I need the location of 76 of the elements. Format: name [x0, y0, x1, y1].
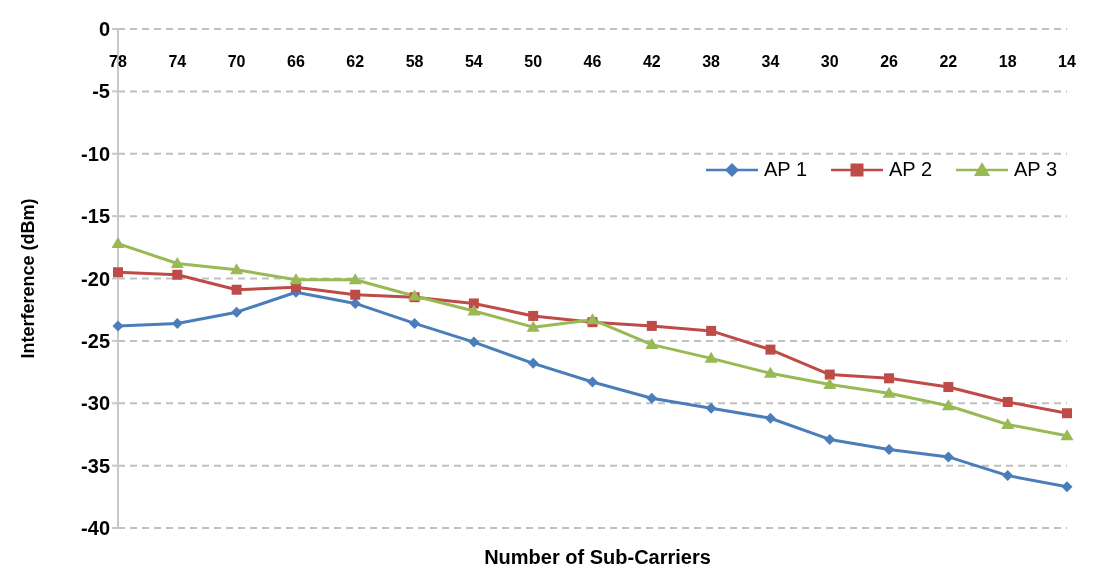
- point: [409, 317, 421, 329]
- point: [705, 402, 717, 414]
- y-tick-label: -35: [81, 454, 110, 477]
- point: [941, 399, 955, 411]
- point: [1060, 429, 1074, 441]
- x-tick-label: 46: [583, 53, 602, 70]
- point: [824, 433, 836, 445]
- point: [289, 273, 303, 285]
- x-tick-label: 26: [880, 53, 899, 70]
- x-tick-label: 54: [464, 53, 483, 70]
- y-tick-label: -25: [81, 329, 110, 352]
- point: [468, 336, 480, 348]
- y-axis-title: Interference (dBm): [18, 198, 39, 359]
- point: [587, 376, 598, 388]
- x-tick-label: 78: [109, 53, 127, 70]
- point: [764, 412, 776, 424]
- x-tick-label: 66: [287, 53, 305, 70]
- point: [704, 351, 718, 363]
- y-tick-label: -15: [81, 205, 110, 228]
- point: [113, 267, 123, 278]
- legend-label: AP 2: [889, 158, 932, 181]
- point: [231, 284, 242, 295]
- x-tick-label: 70: [227, 53, 246, 70]
- point: [230, 263, 244, 275]
- point: [112, 320, 124, 332]
- point: [646, 392, 658, 404]
- point: [824, 369, 835, 380]
- x-tick-label: 22: [939, 53, 958, 70]
- x-tick-label: 74: [168, 53, 187, 70]
- point: [348, 273, 362, 285]
- x-tick-label: 62: [346, 53, 365, 70]
- y-tick-label: -10: [81, 142, 110, 165]
- point: [528, 310, 539, 321]
- y-tick-label: -30: [81, 392, 110, 415]
- x-tick-label: 42: [642, 53, 661, 70]
- point: [884, 373, 895, 384]
- point: [882, 386, 896, 398]
- point: [646, 320, 657, 331]
- x-tick-label: 34: [761, 53, 780, 70]
- point: [883, 443, 895, 455]
- point: [527, 357, 539, 369]
- point: [171, 317, 183, 329]
- point: [231, 306, 243, 318]
- x-axis-title: Number of Sub-Carriers: [483, 546, 712, 569]
- point: [586, 313, 599, 325]
- x-tick-label: 14: [1058, 53, 1076, 70]
- point: [350, 289, 361, 300]
- point: [170, 257, 184, 269]
- legend-label: AP 3: [1014, 158, 1057, 181]
- y-tick-label: -5: [92, 80, 110, 103]
- point: [467, 304, 481, 316]
- point: [111, 237, 125, 249]
- point: [765, 344, 776, 355]
- point: [706, 325, 717, 336]
- point: [763, 366, 777, 378]
- point: [172, 269, 183, 280]
- x-tick-label: 30: [820, 53, 839, 70]
- x-tick-label: 18: [998, 53, 1017, 70]
- point: [468, 298, 479, 309]
- y-tick-label: 0: [98, 18, 110, 41]
- x-tick-label: 50: [524, 53, 543, 70]
- point: [1061, 481, 1073, 493]
- y-tick-label: -20: [81, 267, 110, 290]
- y-tick-label: -40: [81, 517, 110, 540]
- x-tick-label: 38: [702, 53, 721, 70]
- point: [645, 338, 659, 350]
- point: [526, 320, 540, 332]
- point: [1002, 470, 1014, 482]
- point: [823, 378, 837, 390]
- point: [1062, 408, 1072, 419]
- point: [1001, 417, 1015, 429]
- x-tick-label: 58: [405, 53, 424, 70]
- point: [942, 451, 954, 463]
- point: [1002, 397, 1013, 407]
- legend-label: AP 1: [764, 158, 807, 181]
- point: [943, 382, 954, 393]
